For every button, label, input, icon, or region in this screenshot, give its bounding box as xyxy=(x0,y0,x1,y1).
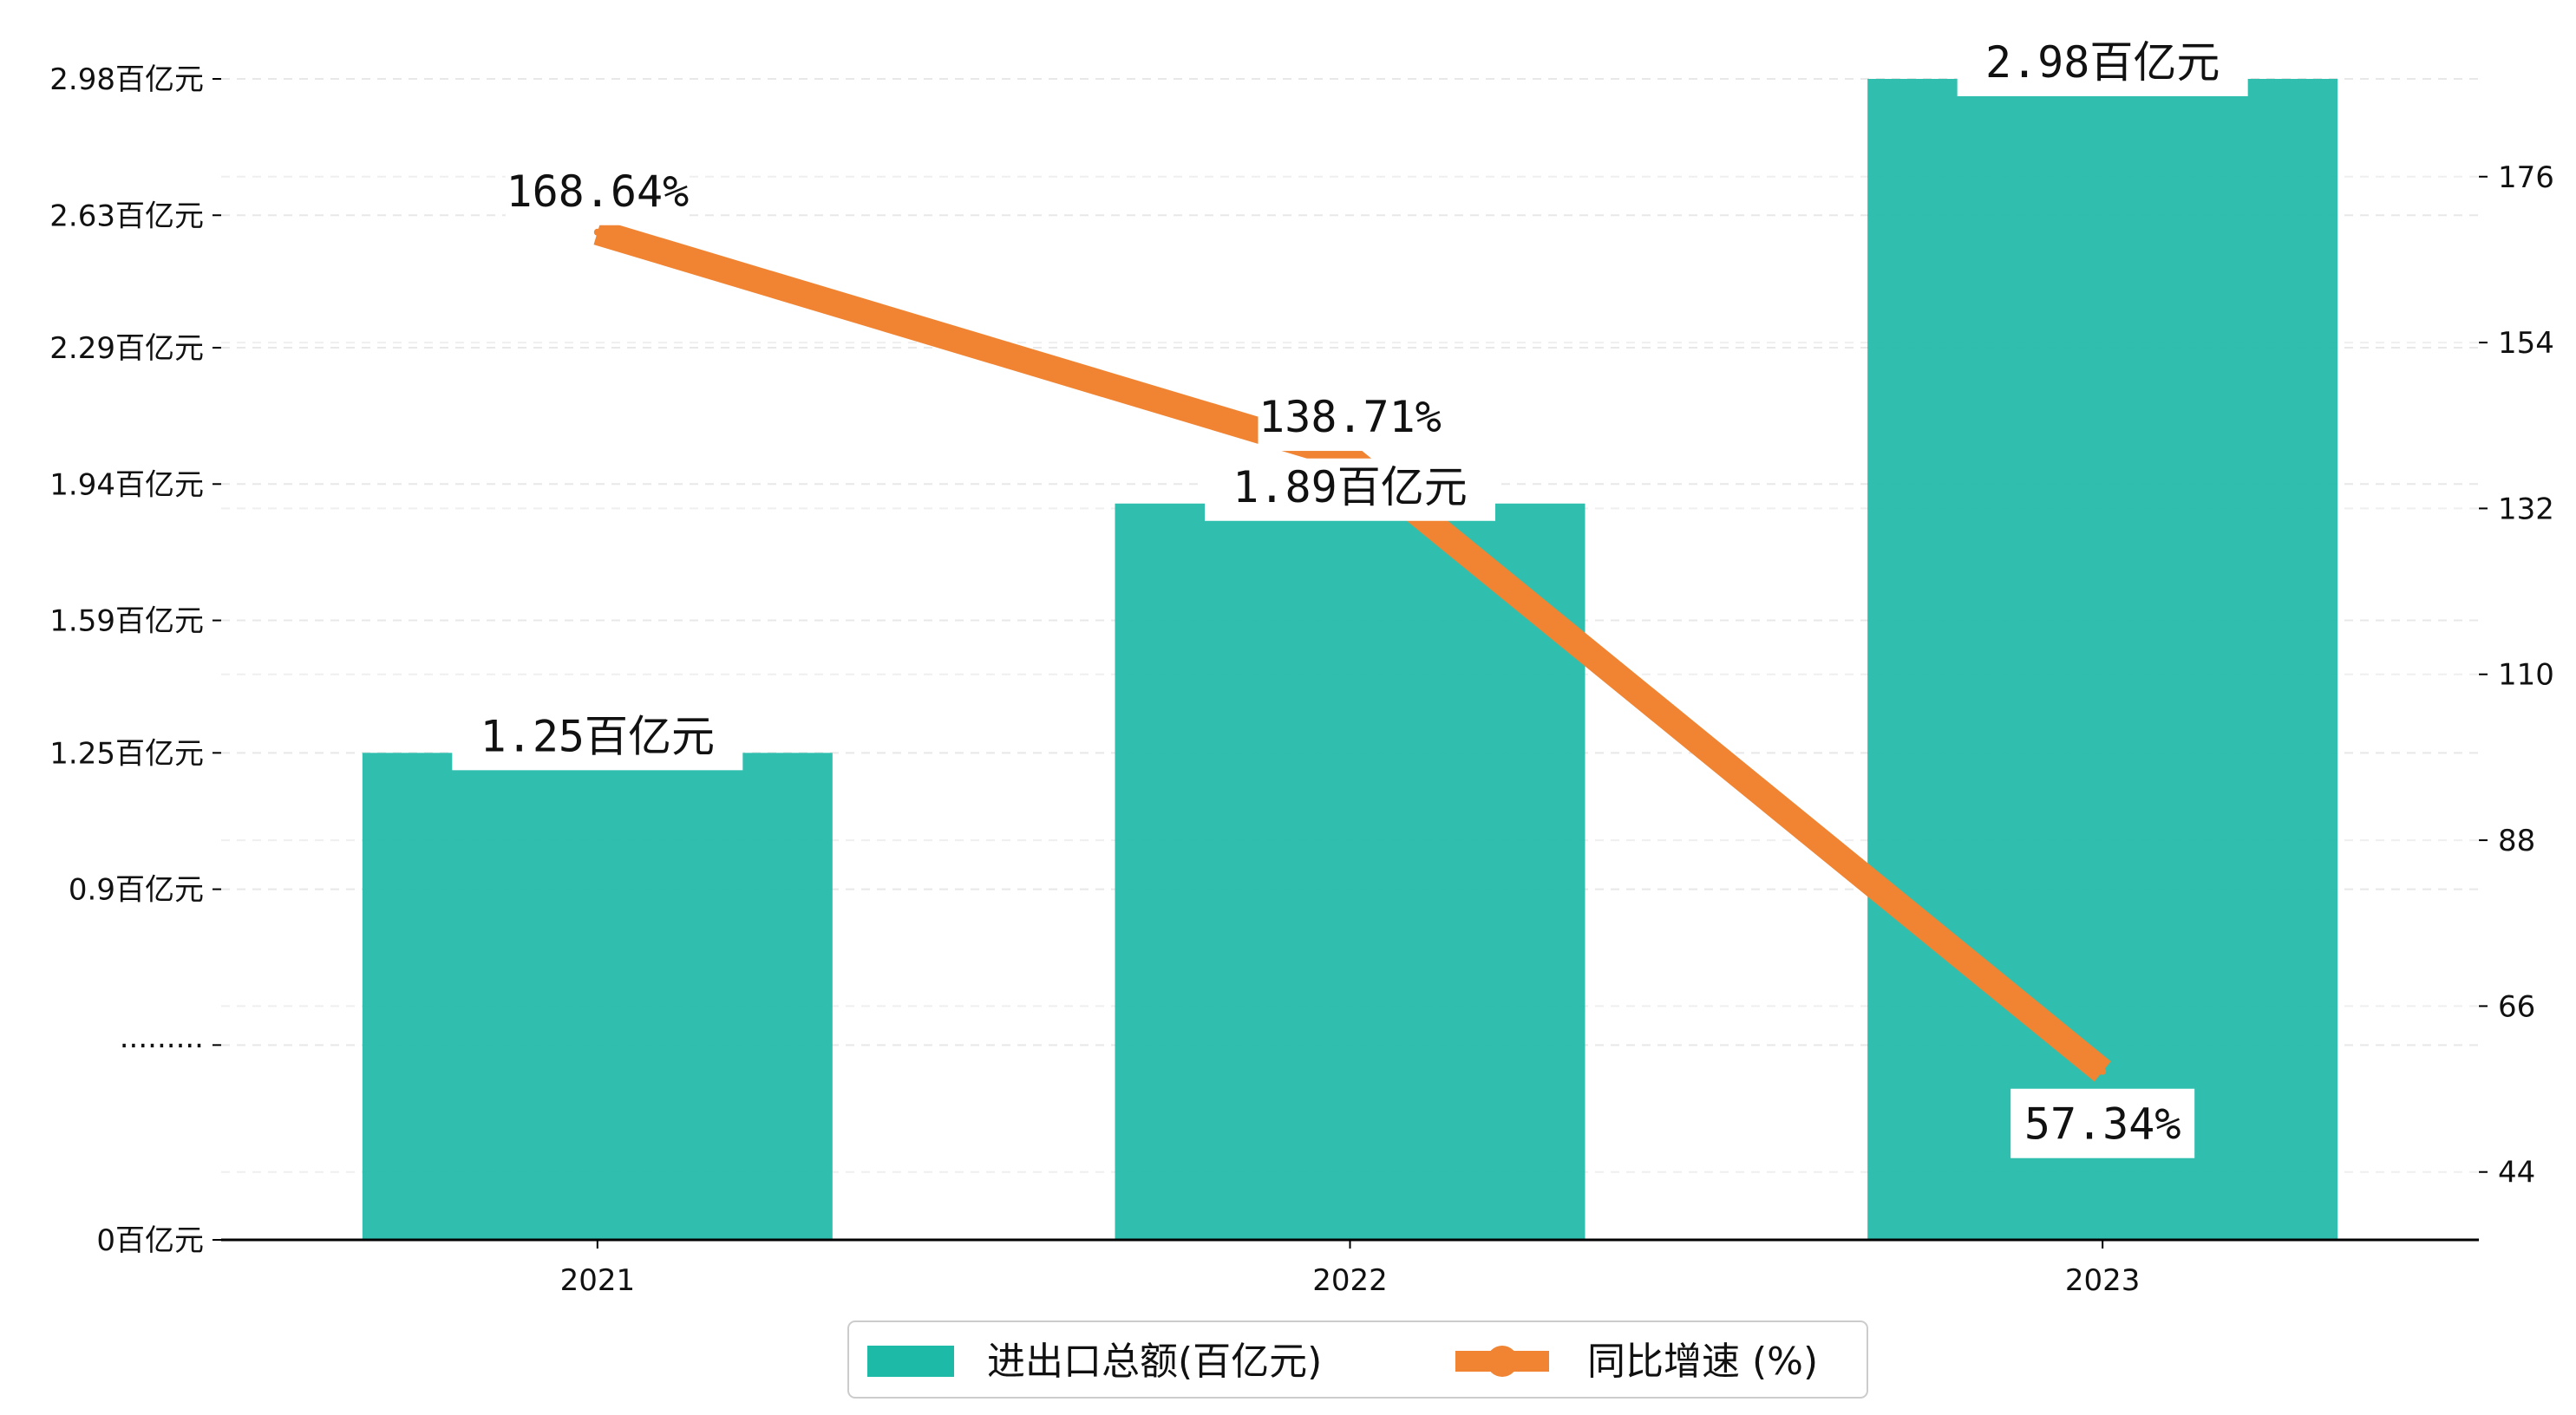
y-left-tick-label: 1.25百亿元 xyxy=(49,736,204,771)
y-right-tick-label: 154 xyxy=(2498,326,2554,361)
bar-2021 xyxy=(362,753,833,1240)
legend: 进出口总额(百亿元) 同比增速 (%) xyxy=(847,1320,1868,1399)
legend-swatch-bar xyxy=(867,1346,954,1377)
legend-frame xyxy=(847,1320,1868,1399)
legend-label-bar: 进出口总额(百亿元) xyxy=(987,1340,1322,1384)
bar-value-label: 1.25百亿元 xyxy=(481,711,715,761)
line-label-box xyxy=(505,155,690,225)
y-left-tick-label: 1.59百亿元 xyxy=(49,604,204,639)
x-tick-label: 2021 xyxy=(560,1263,636,1298)
bar-label-box xyxy=(1957,33,2248,96)
growth-point-2023 xyxy=(2099,1067,2107,1075)
y-right-tick-label: 44 xyxy=(2498,1156,2535,1190)
bar-label-box xyxy=(452,708,743,771)
x-tick-label: 2023 xyxy=(2065,1263,2141,1298)
y-right-tick-label: 176 xyxy=(2498,160,2554,195)
bar-label-box xyxy=(1205,458,1495,521)
line-label-box xyxy=(1258,381,1442,452)
y-left-tick-label: 1.94百亿元 xyxy=(49,467,204,502)
y-left-tick-label: ········· xyxy=(120,1028,204,1063)
bar-2022 xyxy=(1115,503,1585,1240)
y-right-tick-label: 66 xyxy=(2498,989,2535,1024)
bar-value-label: 1.89百亿元 xyxy=(1232,462,1467,512)
y-left-tick-label: 0百亿元 xyxy=(96,1223,204,1258)
legend-label-line: 同比增速 (%) xyxy=(1587,1340,1818,1384)
bar-value-label: 2.98百亿元 xyxy=(1985,37,2220,88)
y-left-tick-label: 2.63百亿元 xyxy=(49,199,204,233)
y-left-tick-label: 2.98百亿元 xyxy=(49,62,204,97)
line-label-box xyxy=(2010,1088,2195,1158)
legend-swatch-marker xyxy=(1487,1346,1518,1377)
y-left-tick-label: 0.9百亿元 xyxy=(69,873,204,908)
line-value-label: 168.64% xyxy=(506,166,689,217)
line-value-label: 57.34% xyxy=(2024,1099,2181,1150)
x-tick-label: 2022 xyxy=(1312,1263,1388,1298)
y-right-tick-label: 110 xyxy=(2498,658,2554,693)
growth-point-2021 xyxy=(593,228,601,236)
y-right-tick-label: 88 xyxy=(2498,824,2535,858)
y-left-tick-label: 2.29百亿元 xyxy=(49,331,204,366)
y-right-tick-label: 132 xyxy=(2498,492,2554,526)
line-value-label: 138.71% xyxy=(1259,392,1442,442)
bar-2023 xyxy=(1867,78,2338,1240)
